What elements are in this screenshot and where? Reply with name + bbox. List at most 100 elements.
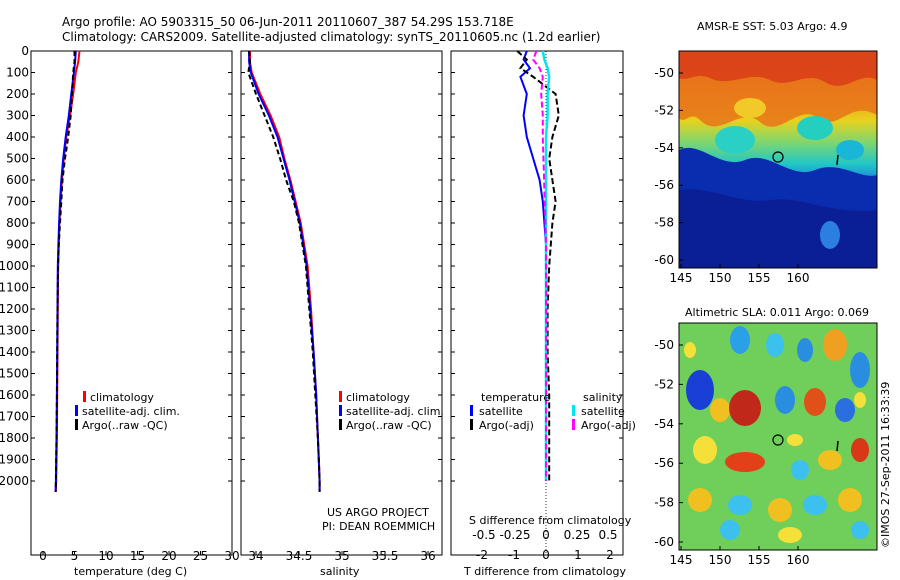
t-difference-label: T difference from climatology [463, 565, 626, 578]
sla-eddy [823, 329, 847, 361]
legend-swatch-climatology [83, 391, 86, 402]
s-difference-label: S difference from climatology [469, 514, 632, 527]
map-lat-label: -58 [654, 496, 674, 510]
map-lon-label: 145 [670, 271, 693, 285]
map-lat-label: -60 [654, 253, 674, 267]
salinity-x-ticks: 34 34.5 35 35.5 36 [248, 549, 435, 563]
legend-s-argo: Argo(-adj) [581, 419, 636, 432]
sst-eddy-1 [797, 116, 833, 140]
profile-line-2 [247, 50, 321, 492]
sla-eddy [778, 527, 802, 543]
legend-swatch-s-argo [572, 419, 575, 430]
sst-track-mark [836, 154, 839, 166]
x-tick-label: 0 [39, 549, 47, 563]
depth-tick-label: 1500 [0, 367, 29, 381]
sla-map-title: Altimetric SLA: 0.011 Argo: 0.069 [685, 306, 869, 319]
depth-tick-label: 1600 [0, 388, 29, 402]
sst-map-title: AMSR-E SST: 5.03 Argo: 4.9 [697, 20, 848, 33]
map-lon-label: 150 [709, 553, 732, 567]
sla-eddy [804, 388, 826, 416]
sst-argo-location-marker [772, 151, 784, 163]
t-difference-tick-label: 0 [542, 548, 550, 562]
map-lat-label: -50 [654, 66, 674, 80]
map-lat-label: -50 [654, 338, 674, 352]
t-difference-tick-label: -2 [476, 548, 488, 562]
sla-map-frame [678, 322, 878, 551]
map-lon-label: 155 [748, 553, 771, 567]
map-lon-label: 145 [670, 553, 693, 567]
sla-eddy [720, 520, 740, 540]
profile-line-1 [54, 50, 77, 492]
sla-eddy [797, 338, 813, 362]
temperature-legend-climatology: climatology [90, 391, 154, 404]
sst-eddy-2 [715, 126, 755, 154]
depth-tick-label: 1800 [0, 431, 29, 445]
sla-field [679, 323, 877, 550]
sla-eddy [851, 438, 869, 462]
x-tick-label: 34.5 [286, 549, 313, 563]
depth-tick-label: 1400 [0, 345, 29, 359]
salinity-x-label: salinity [320, 565, 360, 578]
depth-tick-label: 0 [21, 44, 29, 58]
sla-eddy [854, 392, 866, 408]
sla-eddy [728, 495, 752, 515]
map-lon-label: 160 [787, 553, 810, 567]
salinity-legend-argo: Argo(..raw -QC) [346, 419, 432, 432]
sla-eddy [803, 495, 827, 515]
legend-t-satellite: satellite [479, 405, 523, 418]
depth-tick-label: 1000 [0, 259, 29, 273]
salinity-legend-climatology: climatology [346, 391, 410, 404]
sla-eddy [850, 352, 870, 388]
depth-tick-label: 1300 [0, 324, 29, 338]
sla-eddy [838, 488, 862, 512]
legend-swatch-satellite [339, 405, 342, 416]
legend-head-temperature: temperature [481, 391, 550, 404]
legend-swatch-s-satellite [572, 405, 575, 416]
sla-eddy [729, 390, 761, 426]
map-lat-label: -60 [654, 535, 674, 549]
temperature-legend: climatology satellite-adj. clim. Argo(..… [75, 391, 180, 432]
map-lat-label: -54 [654, 417, 674, 431]
sst-eddy-3 [836, 140, 864, 160]
sst-axis-ticks: -50 -52 -54 -56 -58 -60 145 150 155 160 [654, 66, 809, 285]
depth-axis: 0 100 200 300 400 500 600 700 800 900 1000 1100 1200… [0, 44, 35, 488]
depth-tick-label: 600 [6, 173, 29, 187]
t-difference-tick-label: 1 [574, 548, 582, 562]
s-difference-tick-label: 0 [542, 528, 550, 542]
s-difference-tick-label: -0.5 [472, 528, 495, 542]
sla-eddy [693, 436, 717, 464]
difference-profiles [516, 50, 560, 481]
s-difference-ticks: -0.5 -0.25 0 0.25 0.5 [472, 528, 617, 542]
credit-pi: PI: DEAN ROEMMICH [322, 520, 435, 533]
legend-swatch-climatology [339, 391, 342, 402]
map-lat-label: -52 [654, 377, 674, 391]
x-tick-label: 25 [193, 549, 208, 563]
legend-swatch-t-satellite [470, 405, 473, 416]
depth-tick-label: 300 [6, 109, 29, 123]
legend-swatch-t-argo [470, 419, 473, 430]
sla-eddy [787, 434, 803, 446]
sst-hot-region [679, 51, 877, 86]
header-line-1: Argo profile: AO 5903315_50 06-Jun-2011 … [62, 15, 514, 29]
temperature-legend-satellite: satellite-adj. clim. [82, 405, 180, 418]
temperature-x-label: temperature (deg C) [74, 565, 187, 578]
sla-eddy [710, 398, 730, 422]
depth-tick-label: 2000 [0, 474, 29, 488]
header-line-2: Climatology: CARS2009. Satellite-adjuste… [62, 30, 600, 44]
depth-tick-label: 500 [6, 152, 29, 166]
depth-tick-label: 800 [6, 216, 29, 230]
sla-eddy [835, 398, 855, 422]
x-tick-label: 30 [224, 549, 239, 563]
sla-eddy [791, 460, 809, 480]
depth-tick-label: 400 [6, 130, 29, 144]
depth-tick-label: 1700 [0, 410, 29, 424]
salinity-legend-satellite: satellite-adj. clim. [346, 405, 444, 418]
salinity-legend: climatology satellite-adj. clim. Argo(..… [339, 391, 444, 432]
depth-tick-label: 100 [6, 66, 29, 80]
x-tick-label: 10 [98, 549, 113, 563]
x-tick-label: 36 [420, 549, 435, 563]
sla-eddy [818, 450, 842, 470]
map-lat-label: -58 [654, 216, 674, 230]
